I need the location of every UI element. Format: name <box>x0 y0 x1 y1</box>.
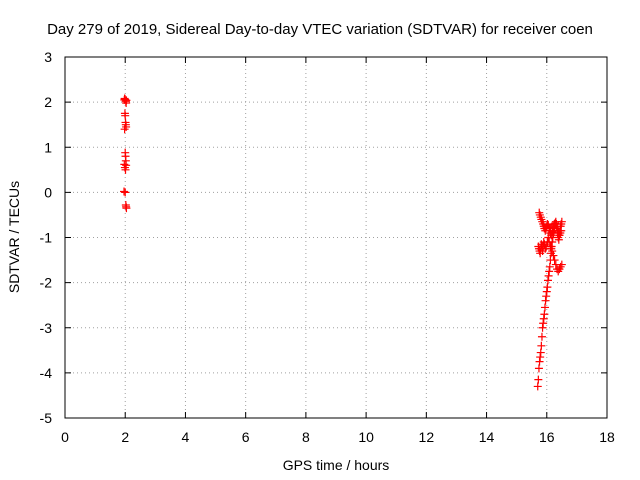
chart-title: Day 279 of 2019, Sidereal Day-to-day VTE… <box>47 21 593 38</box>
data-point <box>543 283 552 292</box>
data-point <box>536 348 545 357</box>
x-axis-label: GPS time / hours <box>283 457 390 473</box>
y-tick-label: -4 <box>40 365 53 381</box>
data-point <box>554 235 563 244</box>
data-point <box>534 364 543 373</box>
data-point <box>543 219 552 228</box>
data-point <box>540 303 549 312</box>
data-point <box>539 319 548 328</box>
data-point <box>540 310 549 319</box>
data-point <box>557 217 566 226</box>
data-point <box>121 111 130 120</box>
data-point <box>548 247 557 256</box>
y-tick-label: 3 <box>44 49 52 65</box>
data-point <box>120 187 129 196</box>
y-axis-ticks: -5 -4 -3 -2 -1 0 1 2 3 <box>40 49 607 426</box>
grid-lines <box>65 57 607 418</box>
data-point <box>537 332 546 341</box>
data-point <box>535 357 544 366</box>
x-tick-label: 4 <box>182 429 190 445</box>
data-point <box>545 267 554 276</box>
data-point <box>545 238 554 247</box>
data-point <box>122 96 131 105</box>
y-tick-label: -1 <box>40 230 53 246</box>
data-point <box>537 341 546 350</box>
data-point <box>548 228 557 237</box>
data-point <box>544 233 553 242</box>
x-tick-label: 2 <box>121 429 129 445</box>
data-point <box>557 226 566 235</box>
data-point <box>533 382 542 391</box>
data-points <box>120 94 566 391</box>
y-tick-label: 2 <box>44 94 52 110</box>
data-point <box>542 287 551 296</box>
data-point <box>549 251 558 260</box>
data-point <box>544 271 553 280</box>
plot-frame <box>64 56 608 419</box>
x-tick-label: 10 <box>358 429 374 445</box>
x-tick-label: 16 <box>539 429 555 445</box>
y-tick-label: -3 <box>40 320 53 336</box>
y-tick-label: 0 <box>44 184 52 200</box>
x-tick-label: 14 <box>479 429 495 445</box>
y-tick-label: -5 <box>40 410 53 426</box>
y-tick-label: 1 <box>44 139 52 155</box>
data-point <box>539 314 548 323</box>
y-axis-label: SDTVAR / TECUs <box>6 181 22 293</box>
data-point <box>121 188 130 197</box>
data-point <box>122 204 131 213</box>
data-point <box>534 375 543 384</box>
data-point <box>538 323 547 332</box>
data-point <box>557 260 566 269</box>
data-point <box>536 353 545 362</box>
data-point <box>550 256 559 265</box>
data-point <box>122 161 131 170</box>
x-axis-ticks: 0 2 4 6 8 10 12 14 16 18 <box>61 57 615 445</box>
x-tick-label: 6 <box>242 429 250 445</box>
x-tick-label: 18 <box>599 429 615 445</box>
data-point <box>545 262 554 271</box>
x-tick-label: 8 <box>302 429 310 445</box>
x-tick-label: 0 <box>61 429 69 445</box>
y-tick-label: -2 <box>40 275 53 291</box>
data-point <box>542 292 551 301</box>
data-point <box>121 95 130 104</box>
x-tick-label: 12 <box>419 429 435 445</box>
data-point <box>543 276 552 285</box>
data-point <box>541 296 550 305</box>
data-point <box>120 125 129 134</box>
data-point <box>121 165 130 174</box>
